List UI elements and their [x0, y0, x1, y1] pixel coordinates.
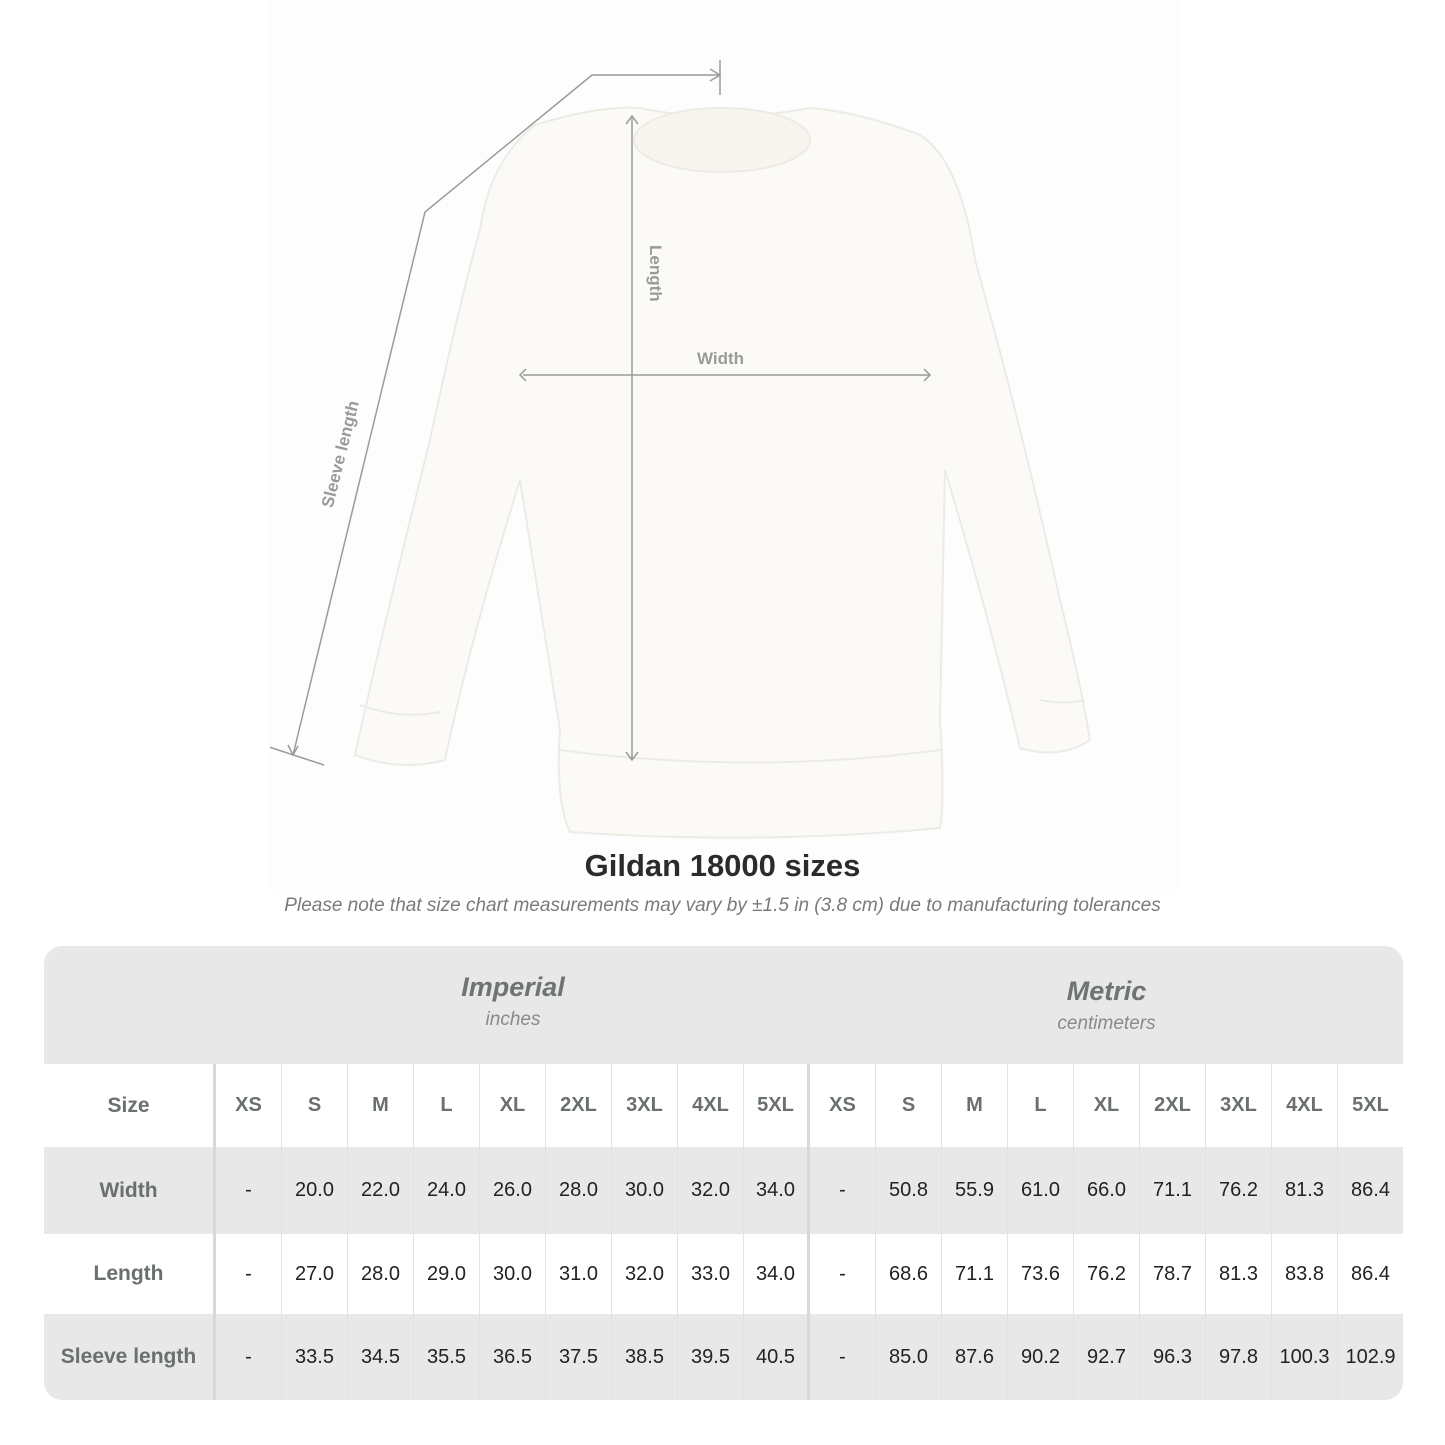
row-label: Sleeve length	[44, 1314, 216, 1400]
imperial-value: 24.0	[414, 1147, 480, 1234]
metric-value: 100.3	[1272, 1314, 1338, 1400]
imperial-value: 35.5	[414, 1314, 480, 1400]
imperial-value: 38.5	[612, 1314, 678, 1400]
size-header-imperial: 3XL	[612, 1064, 678, 1147]
imperial-value: 20.0	[282, 1147, 348, 1234]
imperial-unit: inches	[485, 1009, 541, 1030]
metric-value: 66.0	[1074, 1147, 1140, 1234]
size-header-imperial: S	[282, 1064, 348, 1147]
size-header-imperial: 4XL	[678, 1064, 744, 1147]
imperial-value: 22.0	[348, 1147, 414, 1234]
metric-value: 73.6	[1008, 1234, 1074, 1314]
imperial-value: 29.0	[414, 1234, 480, 1314]
row-band	[44, 1314, 1403, 1400]
metric-value: 61.0	[1008, 1147, 1074, 1234]
metric-value: 86.4	[1351, 1179, 1390, 1201]
metric-value: 87.6	[942, 1314, 1008, 1400]
tolerance-note: Please note that size chart measurements…	[284, 895, 1161, 916]
measurement-lines	[270, 60, 932, 766]
metric-value: 78.7	[1140, 1234, 1206, 1314]
metric-value: 76.2	[1206, 1147, 1272, 1234]
metric-value: 71.1	[1140, 1147, 1206, 1234]
imperial-value: 33.5	[282, 1314, 348, 1400]
width-label: Width	[697, 349, 745, 368]
metric-unit: centimeters	[1057, 1013, 1156, 1034]
imperial-value: 34.0	[744, 1234, 810, 1314]
size-header-metric: 5XL	[1352, 1094, 1389, 1116]
imperial-value: -	[216, 1314, 282, 1400]
metric-value: 86.4	[1351, 1262, 1390, 1285]
size-header-imperial: 5XL	[744, 1064, 810, 1147]
size-header-imperial: XL	[480, 1064, 546, 1147]
imperial-value: 31.0	[546, 1234, 612, 1314]
imperial-group: Imperial inches	[216, 946, 810, 1064]
size-header-metric: XL	[1074, 1064, 1140, 1147]
metric-value: 85.0	[876, 1314, 942, 1400]
imperial-value: 34.0	[744, 1147, 810, 1234]
row-band	[44, 1147, 1403, 1234]
imperial-value: 30.0	[480, 1234, 546, 1314]
row-label: Width	[44, 1147, 216, 1234]
metric-value: 55.9	[942, 1147, 1008, 1234]
imperial-value: -	[216, 1234, 282, 1314]
metric-value: 81.3	[1206, 1234, 1272, 1314]
page-title: Gildan 18000 sizes	[584, 848, 861, 883]
size-header-metric: L	[1008, 1064, 1074, 1147]
metric-value: 76.2	[1074, 1234, 1140, 1314]
metric-value: 71.1	[942, 1234, 1008, 1314]
metric-group: Metric centimeters	[810, 946, 1403, 1064]
length-label: Length	[646, 245, 665, 302]
metric-value: 102.9	[1345, 1345, 1396, 1368]
metric-value: 92.7	[1074, 1314, 1140, 1400]
table-row: Length -27.0 28.0 29.0 30.0 31.0 32.0 33.0 34.0-…	[44, 1234, 1403, 1314]
size-header-imperial: XS	[216, 1064, 282, 1147]
imperial-title: Imperial	[461, 972, 565, 1002]
imperial-value: 27.0	[282, 1234, 348, 1314]
size-header-metric: 2XL	[1140, 1064, 1206, 1147]
sweater-diagram	[270, 0, 1180, 890]
metric-value: 50.8	[876, 1147, 942, 1234]
size-header-imperial: L	[414, 1064, 480, 1147]
sweater-image	[353, 106, 1092, 839]
table-row: Width -20.0 22.0 24.0 26.0 28.0 30.0 32.0 34.0-5…	[44, 1147, 1403, 1234]
size-header-row: Size XS S M L XL 2XL 3XL 4XL 5XL XS S M L XL 2XL 3XL 4XL 5…	[44, 1064, 1403, 1147]
imperial-value: 34.5	[348, 1314, 414, 1400]
size-header-metric: 4XL	[1272, 1064, 1338, 1147]
imperial-value: 30.0	[612, 1147, 678, 1234]
size-header-metric: XS	[810, 1064, 876, 1147]
metric-value: -	[810, 1314, 876, 1400]
table-row: Sleeve length -33.5 34.5 35.5 36.5 37.5 38.5 39…	[44, 1314, 1403, 1400]
imperial-value: 40.5	[744, 1314, 810, 1400]
metric-value: 90.2	[1008, 1314, 1074, 1400]
size-header-imperial: M	[348, 1064, 414, 1147]
imperial-value: 26.0	[480, 1147, 546, 1234]
size-table: Imperial inches Metric centimeters Size X…	[44, 946, 1403, 1400]
imperial-value: 28.0	[348, 1234, 414, 1314]
imperial-value: 39.5	[678, 1314, 744, 1400]
imperial-value: -	[216, 1147, 282, 1234]
imperial-value: 32.0	[612, 1234, 678, 1314]
imperial-value: 32.0	[678, 1147, 744, 1234]
row-label: Length	[44, 1234, 216, 1314]
header-band	[44, 946, 1403, 1064]
metric-value: 97.8	[1206, 1314, 1272, 1400]
size-header-metric: S	[876, 1064, 942, 1147]
imperial-value: 36.5	[480, 1314, 546, 1400]
imperial-value: 33.0	[678, 1234, 744, 1314]
size-header-imperial: 2XL	[546, 1064, 612, 1147]
imperial-value: 28.0	[546, 1147, 612, 1234]
size-header-metric: 3XL	[1206, 1064, 1272, 1147]
metric-value: 68.6	[876, 1234, 942, 1314]
metric-value: -	[810, 1234, 876, 1314]
metric-value: -	[810, 1147, 876, 1234]
metric-value: 96.3	[1140, 1314, 1206, 1400]
metric-title: Metric	[1066, 976, 1147, 1006]
metric-value: 81.3	[1272, 1147, 1338, 1234]
imperial-value: 37.5	[546, 1314, 612, 1400]
size-header-label: Size	[44, 1064, 216, 1147]
metric-value: 83.8	[1272, 1234, 1338, 1314]
size-header-metric: M	[942, 1064, 1008, 1147]
